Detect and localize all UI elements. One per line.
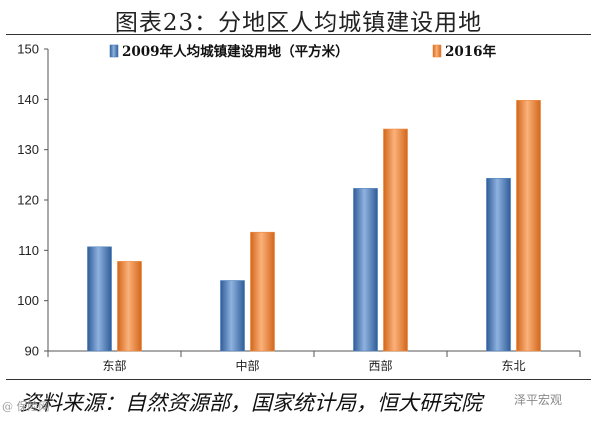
bar-2009-3 [486,178,511,352]
x-tick-label: 东北 [501,359,525,373]
figure-title: 图表23：分地区人均城镇建设用地 [114,10,483,36]
y-tick-label: 100 [17,293,39,308]
legend-swatch-1 [432,44,442,58]
y-tick-label: 150 [17,42,39,57]
source-note: 资料来源：自然资源部，国家统计局，恒大研究院 [20,391,482,415]
legend-label-1: 2016年 [445,43,497,60]
bar-2016-3 [516,100,541,352]
watermark-left: @ 保险网 [2,400,50,413]
y-tick-label: 140 [17,92,39,107]
y-tick-label: 130 [17,142,39,157]
bar-2009-1 [220,280,245,352]
bar-2009-0 [87,246,112,352]
legend: 2009年人均城镇建设用地（平方米） 2016年 [109,43,497,60]
x-tick-label: 中部 [235,358,259,373]
x-tick-label: 西部 [368,358,392,373]
y-tick-label: 110 [18,243,39,258]
y-tick-label: 90 [25,344,39,359]
top-rule [6,34,591,35]
bars [87,100,541,352]
bar-2009-2 [353,188,378,352]
x-tick-label: 东部 [102,358,126,373]
legend-swatch-0 [109,44,119,58]
bottom-rule [6,379,591,380]
bar-2016-1 [250,231,275,352]
y-tick-label: 120 [17,193,39,208]
bar-2016-2 [383,128,408,352]
watermark-right: 泽平宏观 [512,391,565,408]
bar-2016-0 [117,261,142,352]
legend-label-0: 2009年人均城镇建设用地（平方米） [122,43,349,60]
